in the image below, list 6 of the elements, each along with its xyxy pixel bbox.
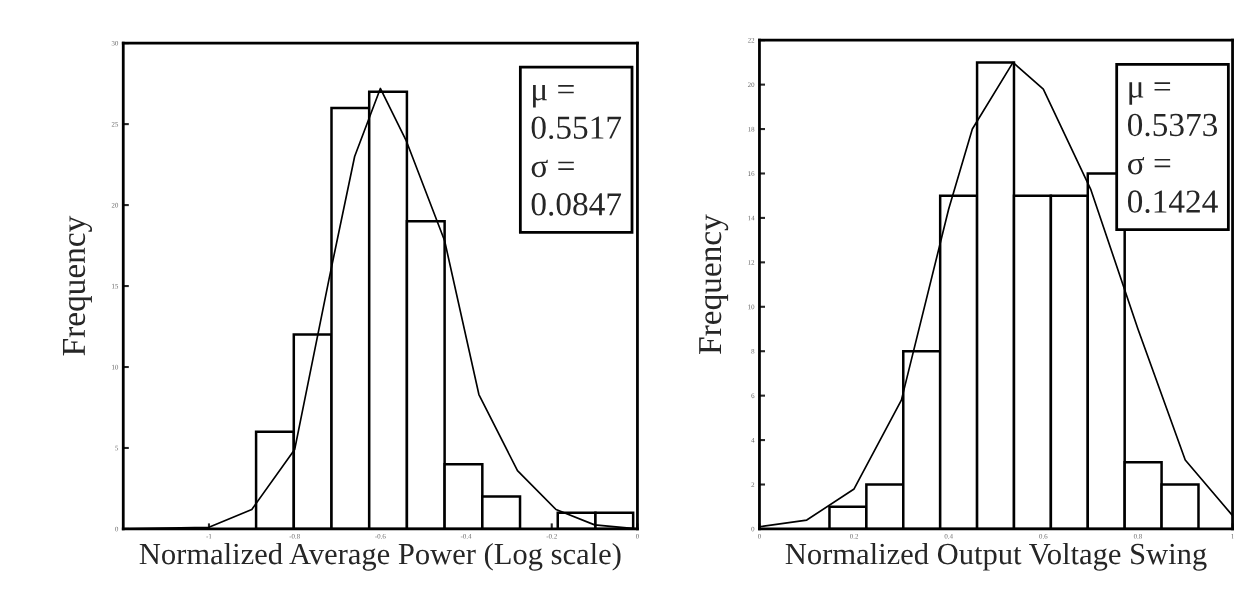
annotation: μ = 0.5373 σ = 0.1424	[1127, 82, 1218, 213]
y-axis-title: Frequency	[699, 214, 729, 354]
annotation: μ = 0.5517 σ = 0.0847	[531, 84, 622, 216]
x-axis-title: Normalized Average Power (Log scale)	[139, 542, 621, 571]
x-axis-title: Normalized Output Voltage Swing	[785, 542, 1207, 571]
y-axis-title: Frequency	[62, 215, 92, 356]
